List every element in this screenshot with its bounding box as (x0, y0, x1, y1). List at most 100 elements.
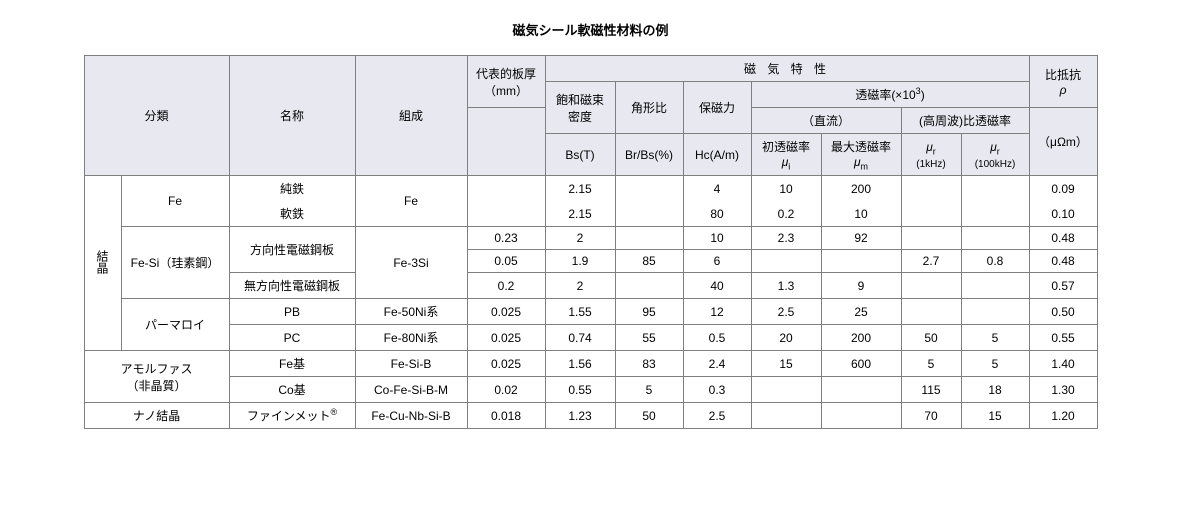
col-bs-unit: Bs(T) (545, 134, 615, 176)
col-rho-unit: （μΩm） (1029, 108, 1097, 176)
cell-t: 0.025 (467, 351, 545, 377)
col-mui: 初透磁率 μi (751, 134, 821, 176)
cell-t (467, 176, 545, 227)
col-bs: 飽和磁束密度 (545, 82, 615, 134)
header-row-1: 分類 名称 組成 代表的板厚 （mm） 磁 気 特 性 比抵抗 ρ (84, 56, 1097, 82)
cell-mui: 15 (751, 351, 821, 377)
cell-mui: 20 (751, 325, 821, 351)
cell-sq (615, 176, 683, 202)
cell-mum: 9 (821, 273, 901, 299)
col-mur1: μr (1kHz) (901, 134, 961, 176)
cell-hc: 4 (683, 176, 751, 202)
cell-hc: 10 (683, 227, 751, 250)
table-row: アモルファス（非晶質） Fe基 Fe-Si-B 0.025 1.56 83 2.… (84, 351, 1097, 377)
table-row: パーマロイ PB Fe-50Ni系 0.025 1.55 95 12 2.5 2… (84, 299, 1097, 325)
cell-mur1: 70 (901, 403, 961, 429)
cell-rho: 0.10 (1029, 201, 1097, 227)
group-fesi: Fe-Si（珪素鋼） (121, 227, 229, 299)
cell-comp: Fe-80Ni系 (355, 325, 467, 351)
col-square: 角形比 (615, 82, 683, 134)
cell-mur2: 18 (961, 377, 1029, 403)
cell-mui (751, 377, 821, 403)
table-row: PC Fe-80Ni系 0.025 0.74 55 0.5 20 200 50 … (84, 325, 1097, 351)
col-thickness: 代表的板厚 （mm） (467, 56, 545, 108)
cell-bs: 1.56 (545, 351, 615, 377)
cell-rho: 0.50 (1029, 299, 1097, 325)
col-rho: 比抵抗 ρ (1029, 56, 1097, 108)
cell-mui: 2.3 (751, 227, 821, 250)
cell-mur2 (961, 299, 1029, 325)
cell-mum: 200 (821, 325, 901, 351)
cell-mum: 200 (821, 176, 901, 202)
cell-mur1 (901, 227, 961, 250)
cell-rho: 1.40 (1029, 351, 1097, 377)
col-category: 分類 (84, 56, 229, 176)
cell-comp: Fe-50Ni系 (355, 299, 467, 325)
cell-rho: 0.55 (1029, 325, 1097, 351)
table-row: Fe-Si（珪素鋼） 方向性電磁鋼板 Fe-3Si 0.23 2 10 2.3 … (84, 227, 1097, 250)
cell-hc: 2.4 (683, 351, 751, 377)
cell-mui: 0.2 (751, 201, 821, 227)
table-row: Co基 Co-Fe-Si-B-M 0.02 0.55 5 0.3 115 18 … (84, 377, 1097, 403)
cell-hc: 80 (683, 201, 751, 227)
col-mum: 最大透磁率 μm (821, 134, 901, 176)
cell-bs: 2.15 (545, 201, 615, 227)
cell-mum (821, 377, 901, 403)
cell-mur2: 5 (961, 325, 1029, 351)
table-row: ナノ結晶 ファインメット® Fe-Cu-Nb-Si-B 0.018 1.23 5… (84, 403, 1097, 429)
col-square-unit: Br/Bs(%) (615, 134, 683, 176)
col-perm: 透磁率(×103) (751, 82, 1029, 108)
cell-mur1 (901, 299, 961, 325)
table-row: 結晶 Fe 純鉄 Fe 2.15 4 10 200 0.09 (84, 176, 1097, 202)
col-magnetic-props: 磁 気 特 性 (545, 56, 1029, 82)
cell-comp: Fe-Si-B (355, 351, 467, 377)
cell-mur1 (901, 273, 961, 299)
cell-name: PB (229, 299, 355, 325)
cell-bs: 0.55 (545, 377, 615, 403)
col-thickness-blank (467, 108, 545, 176)
cell-mur1: 115 (901, 377, 961, 403)
cell-rho: 0.48 (1029, 227, 1097, 250)
cell-t: 0.02 (467, 377, 545, 403)
cell-rho: 0.48 (1029, 250, 1097, 273)
cell-rho: 1.30 (1029, 377, 1097, 403)
cell-mur1 (901, 176, 961, 202)
cell-mur2 (961, 201, 1029, 227)
cell-t: 0.018 (467, 403, 545, 429)
group-crystal: 結晶 (84, 176, 121, 351)
page-title: 磁気シール軟磁性材料の例 (20, 20, 1161, 39)
cell-t: 0.2 (467, 273, 545, 299)
cell-name: Co基 (229, 377, 355, 403)
col-hc-unit: Hc(A/m) (683, 134, 751, 176)
cell-sq (615, 227, 683, 250)
cell-comp: Fe (355, 176, 467, 227)
cell-mui (751, 250, 821, 273)
cell-t: 0.05 (467, 250, 545, 273)
cell-rho: 0.57 (1029, 273, 1097, 299)
group-permalloy: パーマロイ (121, 299, 229, 351)
cell-comp: Fe-3Si (355, 227, 467, 299)
cell-mur1: 50 (901, 325, 961, 351)
cell-mum (821, 250, 901, 273)
cell-sq: 85 (615, 250, 683, 273)
cell-hc: 2.5 (683, 403, 751, 429)
cell-sq: 83 (615, 351, 683, 377)
cell-t: 0.23 (467, 227, 545, 250)
cell-sq: 5 (615, 377, 683, 403)
cell-name: ファインメット® (229, 403, 355, 429)
group-nano: ナノ結晶 (84, 403, 229, 429)
cell-rho: 1.20 (1029, 403, 1097, 429)
cell-mum: 600 (821, 351, 901, 377)
cell-hc: 0.3 (683, 377, 751, 403)
cell-mur1: 5 (901, 351, 961, 377)
cell-bs: 1.23 (545, 403, 615, 429)
cell-mui: 1.3 (751, 273, 821, 299)
col-dc: （直流） (751, 108, 901, 134)
cell-mui (751, 403, 821, 429)
table-row: 無方向性電磁鋼板 0.2 2 40 1.3 9 0.57 (84, 273, 1097, 299)
table-row: 軟鉄 2.15 80 0.2 10 0.10 (84, 201, 1097, 227)
group-fe: Fe (121, 176, 229, 227)
cell-sq (615, 201, 683, 227)
cell-name: 無方向性電磁鋼板 (229, 273, 355, 299)
cell-t: 0.025 (467, 325, 545, 351)
